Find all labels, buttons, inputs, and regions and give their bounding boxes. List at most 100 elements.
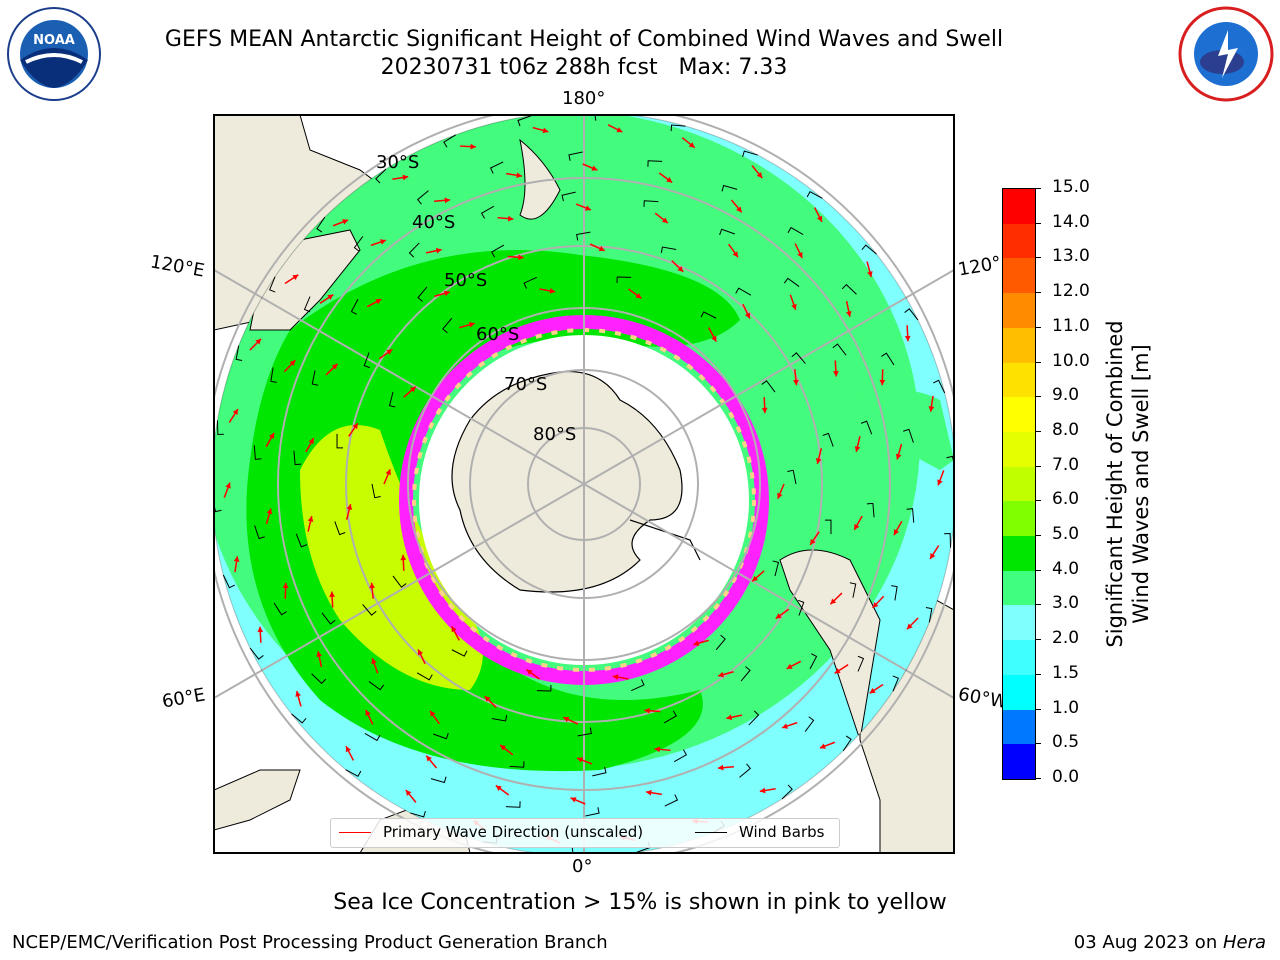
- footer-date-text: 03 Aug 2023 on: [1073, 932, 1223, 953]
- wave-arrow-head: [654, 746, 661, 753]
- colorbar-tick-mark: [1035, 708, 1041, 710]
- wave-arrow-head: [386, 349, 393, 355]
- colorbar-segment: [1003, 223, 1035, 259]
- wind-barb: [451, 649, 468, 657]
- wind-barb: [316, 216, 326, 233]
- wind-barb: [866, 502, 875, 518]
- colorbar-tick-label: 1.0: [1052, 697, 1080, 718]
- wave-arrow-head: [365, 709, 371, 716]
- colorbar-tick-mark: [1035, 396, 1041, 398]
- wind-barb: [933, 379, 946, 394]
- wave-arrow-head: [797, 252, 803, 259]
- wave-arrow-head: [736, 206, 742, 213]
- wave-arrow-head: [385, 469, 391, 476]
- wind-barb: [742, 150, 758, 157]
- wave-arrow-head: [266, 508, 273, 515]
- wave-arrow-head: [830, 598, 837, 605]
- wave-arrow-head: [405, 789, 412, 796]
- colorbar-tick-label: 4.0: [1052, 558, 1080, 579]
- wind-barb: [321, 612, 336, 625]
- colorbar-segment: [1003, 327, 1035, 363]
- wind-barb: [253, 445, 262, 460]
- wave-arrow-head: [777, 492, 783, 499]
- wave-arrow-head: [816, 215, 823, 222]
- wind-barb: [216, 420, 224, 435]
- wind-barb: [368, 681, 385, 691]
- wind-barb: [673, 749, 688, 763]
- wind-barb: [791, 352, 806, 364]
- wave-arrow-head: [369, 582, 375, 589]
- wind-barb: [249, 647, 264, 660]
- wind-barb: [740, 666, 751, 682]
- colorbar-tick-mark: [1035, 604, 1041, 606]
- wind-barb: [392, 575, 407, 588]
- colorbar-tick-mark: [1035, 535, 1041, 537]
- wind-barb: [442, 317, 453, 334]
- wave-arrow-head: [526, 669, 533, 676]
- wind-barb: [509, 761, 525, 768]
- wind-barb: [291, 713, 307, 724]
- colorbar-tick-mark: [1035, 326, 1041, 328]
- wind-barb: [334, 521, 346, 536]
- wave-arrow-head: [342, 219, 349, 225]
- wave-arrow-head: [644, 707, 650, 714]
- wave-arrow-head: [400, 554, 407, 561]
- map-frame: [213, 114, 955, 854]
- colorbar-tick-label: 12.0: [1052, 281, 1090, 302]
- colorbar-tick-mark: [1035, 361, 1041, 363]
- wave-arrow-head: [585, 205, 591, 211]
- colorbar-segment: [1003, 640, 1035, 675]
- wave-arrow-head: [518, 254, 524, 261]
- wave-arrow-head: [930, 552, 936, 559]
- wind-barb: [536, 685, 552, 692]
- colorbar-segment: [1003, 258, 1035, 294]
- wind-barb: [721, 184, 738, 192]
- footer-host: Hera: [1222, 932, 1266, 953]
- colorbar-label-line1: Significant Height of Combined: [1103, 320, 1127, 648]
- wind-barb: [505, 801, 521, 808]
- wind-barb: [489, 161, 504, 174]
- wind-barb: [891, 585, 898, 601]
- wave-arrow-head: [257, 626, 264, 633]
- wind-barb: [860, 420, 873, 435]
- lon-label-0: 0°: [572, 856, 593, 877]
- footer-date: 03 Aug 2023 on Hera: [1074, 932, 1266, 953]
- colorbar-tick-mark: [1035, 430, 1041, 432]
- wave-arrow-head: [307, 516, 314, 522]
- wind-barb: [647, 160, 663, 167]
- wave-arrow-head: [495, 785, 502, 791]
- wave-arrow-head: [612, 674, 619, 680]
- wave-arrow-head: [869, 687, 876, 694]
- wind-barb: [715, 634, 726, 651]
- wave-arrow-head: [346, 504, 353, 510]
- lat-label-70s: 70°S: [504, 374, 548, 395]
- wave-arrow-head: [429, 710, 436, 717]
- wave-arrow-head: [761, 407, 768, 414]
- wave-arrow-head: [833, 371, 839, 377]
- wind-barb: [577, 727, 592, 737]
- wave-arrow-head: [893, 529, 900, 536]
- wind-barb: [571, 847, 574, 853]
- wind-barb: [235, 345, 243, 361]
- wind-barb: [861, 244, 877, 255]
- wave-arrow-head: [661, 217, 668, 223]
- legend-barb-label: Wind Barbs: [739, 823, 825, 841]
- noaa-logo-text: NOAA: [33, 33, 75, 48]
- colorbar-tick-label: 1.5: [1052, 662, 1080, 683]
- wind-barb: [735, 287, 752, 296]
- title-line2: 20230731 t06z 288h fcst Max: 7.33: [380, 55, 788, 80]
- colorbar-tick-label: 14.0: [1052, 211, 1090, 232]
- wave-arrow-head: [451, 626, 457, 633]
- wave-arrow-head: [507, 215, 514, 222]
- colorbar-tick-label: 8.0: [1052, 419, 1080, 440]
- wind-barb: [903, 428, 914, 443]
- wind-barb: [410, 811, 426, 818]
- wave-arrow-head: [375, 299, 382, 305]
- wave-arrow-head: [928, 406, 935, 412]
- wind-barb: [295, 533, 308, 548]
- wind-barb: [664, 794, 679, 807]
- wave-arrow-head: [444, 290, 450, 297]
- wave-arrow-head: [937, 479, 943, 486]
- wind-barb: [270, 367, 277, 383]
- wave-arrow-head: [904, 335, 911, 342]
